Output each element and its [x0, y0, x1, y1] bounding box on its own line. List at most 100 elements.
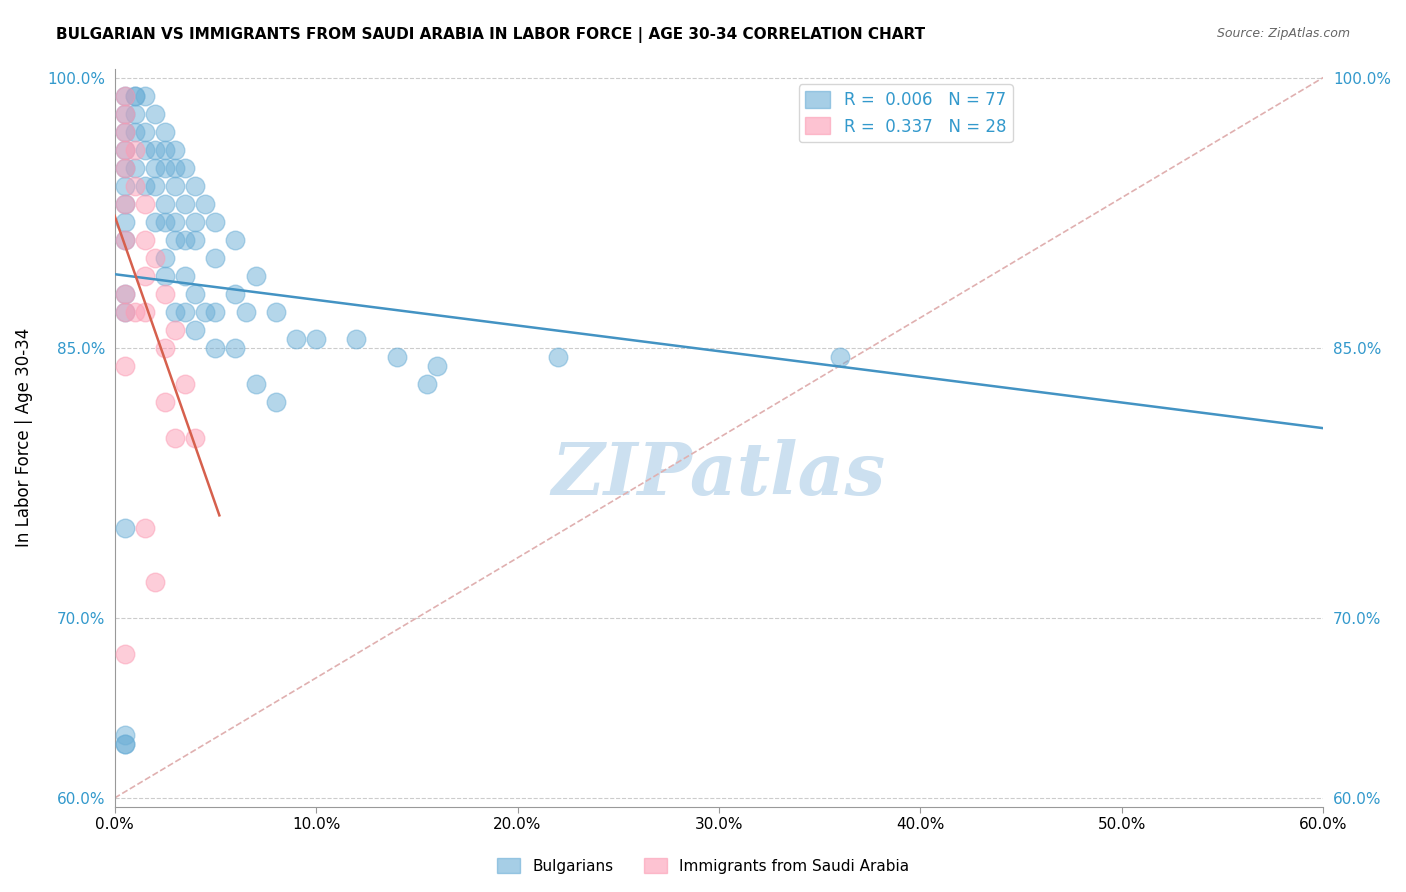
Point: [284, 332, 307, 346]
Point: [184, 431, 207, 445]
Point: [114, 286, 136, 301]
Text: Source: ZipAtlas.com: Source: ZipAtlas.com: [1216, 27, 1350, 40]
Point: [184, 233, 207, 247]
Point: [124, 178, 146, 193]
Point: [828, 350, 851, 364]
Point: [224, 233, 246, 247]
Point: [114, 728, 136, 742]
Point: [153, 286, 176, 301]
Point: [114, 647, 136, 661]
Point: [124, 88, 146, 103]
Point: [153, 161, 176, 175]
Point: [174, 376, 197, 391]
Point: [114, 521, 136, 535]
Point: [124, 304, 146, 318]
Point: [264, 304, 287, 318]
Point: [143, 143, 166, 157]
Point: [204, 251, 226, 265]
Point: [114, 124, 136, 138]
Point: [143, 251, 166, 265]
Point: [204, 341, 226, 355]
Point: [114, 304, 136, 318]
Point: [114, 737, 136, 751]
Point: [114, 124, 136, 138]
Point: [194, 196, 217, 211]
Point: [114, 88, 136, 103]
Point: [143, 178, 166, 193]
Point: [143, 161, 166, 175]
Point: [184, 214, 207, 228]
Text: ZIPatlas: ZIPatlas: [553, 439, 886, 510]
Point: [163, 161, 186, 175]
Point: [174, 196, 197, 211]
Point: [235, 304, 257, 318]
Point: [163, 304, 186, 318]
Point: [143, 574, 166, 589]
Point: [134, 196, 156, 211]
Point: [114, 286, 136, 301]
Point: [134, 304, 156, 318]
Point: [385, 350, 408, 364]
Point: [114, 881, 136, 892]
Point: [114, 106, 136, 120]
Point: [224, 286, 246, 301]
Point: [153, 196, 176, 211]
Point: [305, 332, 328, 346]
Point: [114, 196, 136, 211]
Point: [163, 178, 186, 193]
Point: [153, 394, 176, 409]
Point: [153, 341, 176, 355]
Text: BULGARIAN VS IMMIGRANTS FROM SAUDI ARABIA IN LABOR FORCE | AGE 30-34 CORRELATION: BULGARIAN VS IMMIGRANTS FROM SAUDI ARABI…: [56, 27, 925, 43]
Point: [114, 359, 136, 373]
Point: [143, 214, 166, 228]
Point: [134, 178, 156, 193]
Point: [416, 376, 439, 391]
Point: [204, 304, 226, 318]
Point: [426, 359, 449, 373]
Point: [224, 341, 246, 355]
Point: [163, 431, 186, 445]
Point: [114, 143, 136, 157]
Point: [124, 106, 146, 120]
Point: [245, 268, 267, 283]
Point: [134, 521, 156, 535]
Point: [124, 124, 146, 138]
Legend: Bulgarians, Immigrants from Saudi Arabia: Bulgarians, Immigrants from Saudi Arabia: [491, 852, 915, 880]
Point: [114, 161, 136, 175]
Point: [114, 737, 136, 751]
Point: [124, 88, 146, 103]
Point: [344, 332, 367, 346]
Point: [114, 178, 136, 193]
Point: [184, 323, 207, 337]
Point: [134, 88, 156, 103]
Point: [194, 304, 217, 318]
Point: [264, 394, 287, 409]
Point: [163, 323, 186, 337]
Point: [184, 178, 207, 193]
Point: [134, 143, 156, 157]
Point: [114, 196, 136, 211]
Point: [143, 106, 166, 120]
Point: [245, 376, 267, 391]
Point: [174, 233, 197, 247]
Point: [153, 143, 176, 157]
Point: [174, 161, 197, 175]
Point: [114, 214, 136, 228]
Point: [134, 268, 156, 283]
Point: [153, 251, 176, 265]
Point: [114, 106, 136, 120]
Point: [174, 268, 197, 283]
Point: [163, 143, 186, 157]
Legend: R =  0.006   N = 77, R =  0.337   N = 28: R = 0.006 N = 77, R = 0.337 N = 28: [799, 84, 1012, 142]
Point: [114, 233, 136, 247]
Point: [174, 304, 197, 318]
Point: [153, 124, 176, 138]
Point: [184, 286, 207, 301]
Point: [134, 124, 156, 138]
Point: [114, 88, 136, 103]
Y-axis label: In Labor Force | Age 30-34: In Labor Force | Age 30-34: [15, 328, 32, 548]
Point: [124, 161, 146, 175]
Point: [163, 214, 186, 228]
Point: [153, 214, 176, 228]
Point: [547, 350, 569, 364]
